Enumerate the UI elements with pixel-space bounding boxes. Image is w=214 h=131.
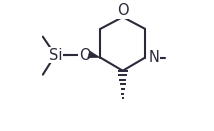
Text: O: O [117,3,129,18]
Text: O: O [79,48,91,62]
Text: N: N [148,50,159,65]
Polygon shape [88,51,100,58]
Text: Si: Si [49,48,62,62]
